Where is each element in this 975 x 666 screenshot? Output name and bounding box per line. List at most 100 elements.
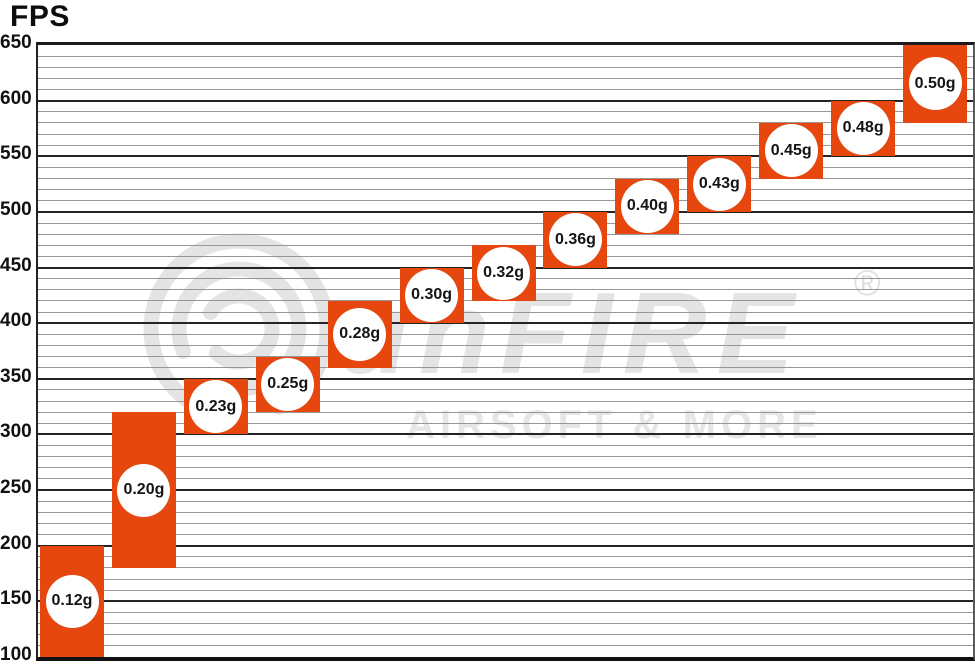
minor-gridline	[38, 122, 973, 124]
major-gridline	[38, 155, 973, 158]
minor-gridline	[38, 500, 973, 502]
weight-label: 0.45g	[770, 141, 812, 159]
weight-bar-0-28g: 0.28g	[327, 300, 392, 368]
minor-gridline	[38, 411, 973, 413]
y-axis-tick-label: 300	[0, 421, 32, 443]
major-gridline	[38, 99, 973, 102]
y-axis-tick-label: 350	[0, 365, 32, 387]
y-axis-tick-label: 150	[0, 588, 32, 610]
minor-gridline	[38, 511, 973, 513]
weight-bar-0-20g: 0.20g	[111, 412, 176, 568]
major-gridline	[38, 489, 973, 492]
bars-layer: 0.12g 0.20g 0.23g 0.25g 0.28g 0.30g 0.32g 0.36g…	[38, 45, 973, 657]
major-gridline	[38, 322, 973, 325]
minor-gridline	[38, 144, 973, 146]
minor-gridline	[38, 333, 973, 335]
weight-label: 0.23g	[195, 397, 237, 415]
major-gridline	[38, 433, 973, 436]
weight-bar-0-12g: 0.12g	[40, 545, 104, 657]
minor-gridline	[38, 356, 973, 358]
minor-gridline	[38, 66, 973, 68]
weight-label-badge: 0.28g	[333, 307, 387, 361]
weight-label-badge: 0.23g	[189, 380, 243, 434]
weight-bar-0-25g: 0.25g	[255, 356, 320, 413]
weight-label-badge: 0.36g	[548, 213, 602, 267]
weight-label-badge: 0.50g	[908, 57, 962, 111]
minor-gridline	[38, 445, 973, 447]
weight-bar-0-50g: 0.50g	[903, 45, 968, 123]
major-gridline	[38, 600, 973, 603]
weight-label-badge: 0.25g	[261, 357, 315, 411]
minor-gridline	[38, 189, 973, 191]
plot-area: unFIRE AIRSOFT & MORE ® 0.12g 0.20g 0.23g 0…	[36, 42, 975, 661]
minor-gridline	[38, 634, 973, 636]
y-axis-tick-label: 100	[0, 644, 32, 665]
weight-label: 0.43g	[698, 175, 740, 193]
weight-bar-0-30g: 0.30g	[399, 267, 464, 324]
minor-gridline	[38, 222, 973, 224]
weight-label: 0.20g	[123, 481, 165, 499]
minor-gridline	[38, 300, 973, 302]
minor-gridline	[38, 422, 973, 424]
weight-label-badge: 0.32g	[477, 246, 531, 300]
minor-gridline	[38, 200, 973, 202]
minor-gridline	[38, 133, 973, 135]
y-axis-tick-label: 500	[0, 198, 32, 220]
minor-gridline	[38, 611, 973, 613]
y-axis-tick-label: 650	[0, 32, 32, 53]
weight-label-badge: 0.40g	[620, 179, 674, 233]
weight-label: 0.40g	[626, 197, 668, 215]
minor-gridline	[38, 567, 973, 569]
y-axis-tick-label: 600	[0, 87, 32, 109]
minor-gridline	[38, 389, 973, 391]
minor-gridline	[38, 55, 973, 57]
minor-gridline	[38, 400, 973, 402]
minor-gridline	[38, 456, 973, 458]
y-axis-tick-label: 400	[0, 310, 32, 332]
minor-gridline	[38, 645, 973, 647]
minor-gridline	[38, 77, 973, 79]
weight-bar-0-48g: 0.48g	[831, 100, 896, 157]
chart-title: FPS	[10, 0, 70, 33]
minor-gridline	[38, 311, 973, 313]
y-axis-tick-label: 550	[0, 143, 32, 165]
weight-label-badge: 0.12g	[45, 574, 99, 628]
weight-label: 0.32g	[483, 264, 524, 282]
weight-label-badge: 0.43g	[692, 157, 746, 211]
minor-gridline	[38, 178, 973, 180]
minor-gridline	[38, 522, 973, 524]
minor-gridline	[38, 467, 973, 469]
weight-label: 0.50g	[914, 74, 956, 92]
weight-label: 0.36g	[554, 230, 596, 248]
minor-gridline	[38, 534, 973, 536]
minor-gridline	[38, 111, 973, 113]
weight-label-badge: 0.45g	[764, 124, 818, 178]
minor-gridline	[38, 367, 973, 369]
weight-bar-0-23g: 0.23g	[183, 378, 248, 435]
weight-bar-0-40g: 0.40g	[615, 178, 680, 235]
weight-bar-0-32g: 0.32g	[471, 245, 536, 301]
weight-label-badge: 0.48g	[836, 101, 890, 155]
major-gridline	[38, 210, 973, 213]
minor-gridline	[38, 166, 973, 168]
y-axis-tick-label: 450	[0, 254, 32, 276]
minor-gridline	[38, 233, 973, 235]
y-axis-tick-label: 200	[0, 532, 32, 554]
weight-label-badge: 0.20g	[117, 463, 171, 517]
weight-label: 0.30g	[411, 286, 453, 304]
weight-bar-0-36g: 0.36g	[543, 211, 608, 268]
weight-label: 0.25g	[267, 375, 309, 393]
weight-label: 0.48g	[842, 119, 884, 137]
weight-label: 0.12g	[51, 592, 93, 610]
weight-label: 0.28g	[339, 325, 381, 343]
minor-gridline	[38, 344, 973, 346]
minor-gridline	[38, 589, 973, 591]
minor-gridline	[38, 578, 973, 580]
major-gridline	[38, 544, 973, 547]
minor-gridline	[38, 556, 973, 558]
weight-bar-0-45g: 0.45g	[759, 122, 824, 179]
weight-bar-0-43g: 0.43g	[687, 156, 752, 212]
major-gridline	[38, 377, 973, 380]
minor-gridline	[38, 89, 973, 90]
